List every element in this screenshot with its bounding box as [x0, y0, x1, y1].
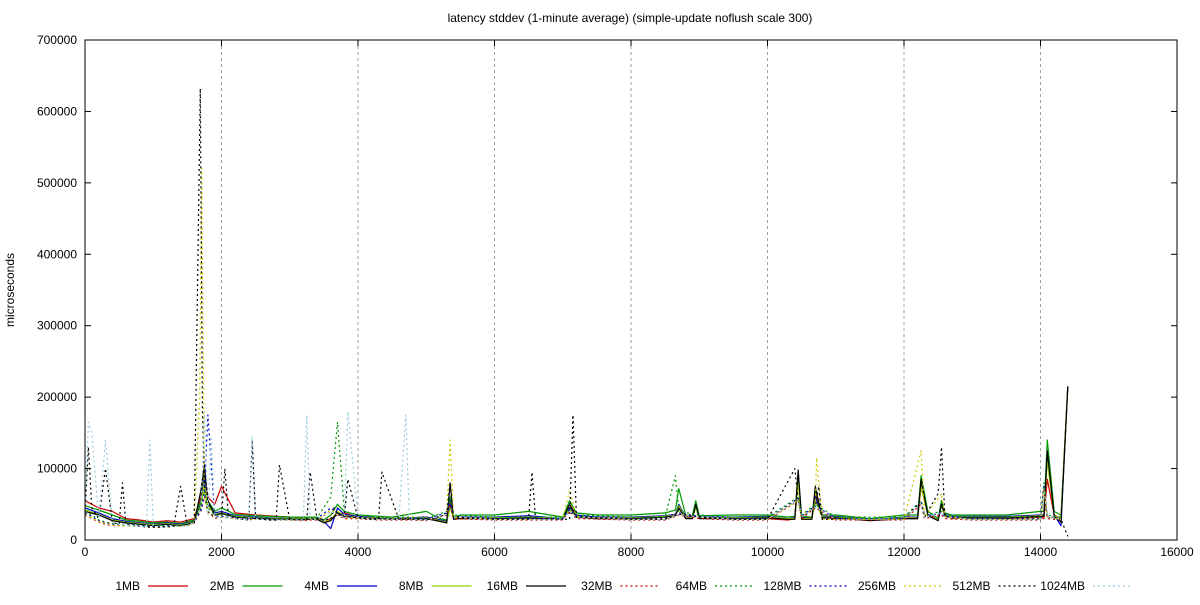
y-tick-label: 400000	[37, 247, 77, 261]
x-tick-label: 4000	[345, 545, 372, 559]
x-tick-label: 16000	[1160, 545, 1194, 559]
x-tick-label: 6000	[481, 545, 508, 559]
legend-label-16MB: 16MB	[487, 579, 518, 593]
grid-lines	[221, 40, 1041, 540]
series-line-2MB	[84, 386, 1069, 525]
series-lines	[84, 87, 1069, 537]
y-tick-label: 500000	[37, 176, 77, 190]
y-tick-label: 600000	[37, 104, 77, 118]
series-line-128MB	[84, 414, 1062, 528]
series-line-1024MB	[84, 410, 1062, 528]
legend-label-32MB: 32MB	[581, 579, 612, 593]
y-axis-label: microseconds	[3, 253, 17, 327]
series-line-512MB	[84, 87, 1069, 537]
legend-label-256MB: 256MB	[858, 579, 896, 593]
legend-label-1024MB: 1024MB	[1040, 579, 1085, 593]
chart-title: latency stddev (1-minute average) (simpl…	[448, 11, 813, 25]
plot-frame: 0 2000 4000 6000 8000 10000 12000 14000 16000 0 10…	[37, 33, 1194, 559]
x-tick-label: 0	[82, 545, 89, 559]
x-tick-label: 10000	[751, 545, 785, 559]
y-tick-label: 100000	[37, 462, 77, 476]
x-tick-label: 8000	[618, 545, 645, 559]
legend-label-8MB: 8MB	[399, 579, 424, 593]
y-tick-label: 300000	[37, 319, 77, 333]
legend-label-64MB: 64MB	[676, 579, 707, 593]
x-tick-label: 2000	[208, 545, 235, 559]
y-tick-label: 200000	[37, 390, 77, 404]
legend-label-128MB: 128MB	[763, 579, 801, 593]
x-tick-label: 12000	[887, 545, 921, 559]
x-tick-label: 14000	[1024, 545, 1058, 559]
series-line-256MB	[84, 168, 1062, 528]
y-tick-label: 700000	[37, 33, 77, 47]
legend-label-512MB: 512MB	[952, 579, 990, 593]
y-tick-label: 0	[70, 533, 77, 547]
legend: 1MB 2MB 4MB 8MB 16MB 32MB 64MB 128MB 256MB 512MB 1…	[115, 579, 1133, 593]
legend-label-1MB: 1MB	[115, 579, 140, 593]
legend-label-2MB: 2MB	[210, 579, 235, 593]
legend-label-4MB: 4MB	[304, 579, 329, 593]
